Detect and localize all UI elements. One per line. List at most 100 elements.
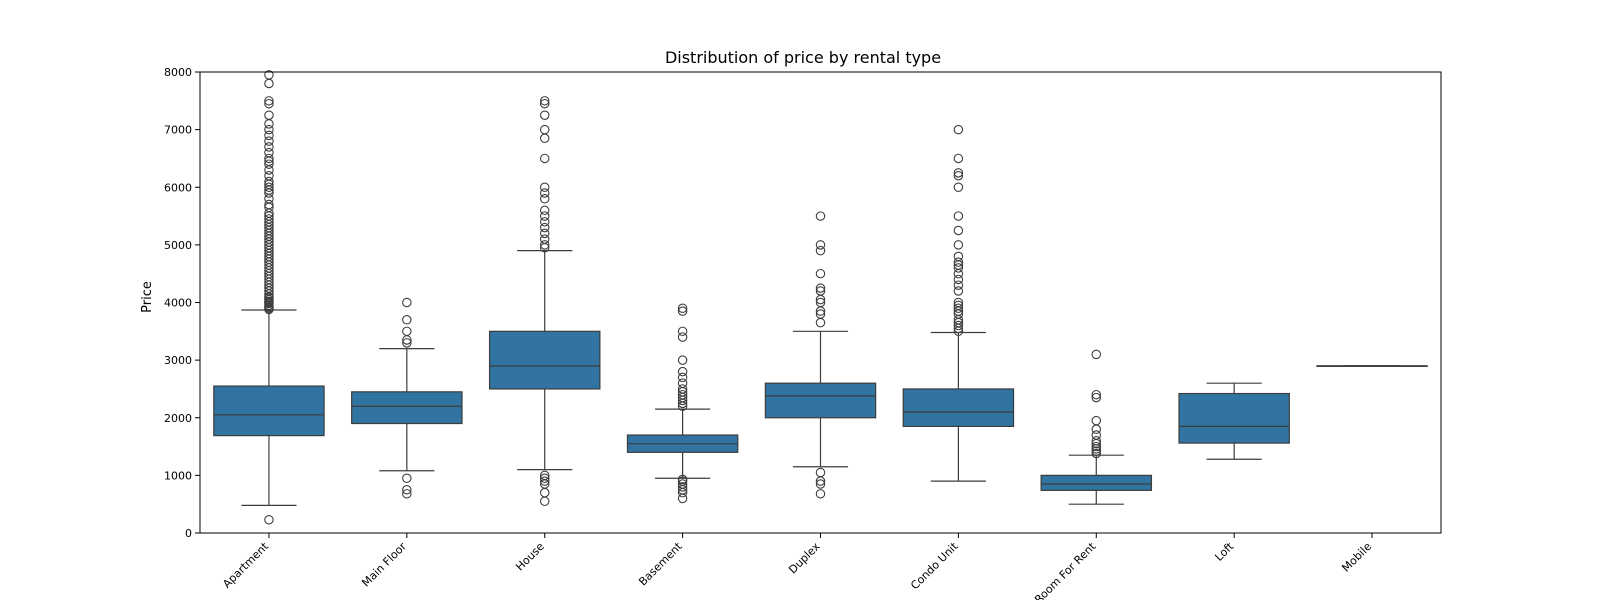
outlier-point — [539, 133, 550, 144]
outlier-point — [539, 234, 550, 244]
outlier-point — [953, 168, 964, 178]
x-tick-label: House — [513, 540, 547, 574]
y-tick-label: 7000 — [164, 124, 192, 137]
outlier-point — [1091, 430, 1102, 440]
plot-frame — [199, 71, 1442, 534]
outlier-point — [953, 303, 964, 314]
outlier-point — [677, 482, 688, 492]
outlier-point — [539, 222, 550, 233]
outlier-point — [953, 286, 964, 296]
outlier-point — [264, 199, 274, 210]
x-tick-label: Basement — [636, 539, 685, 588]
outlier-point — [677, 303, 688, 314]
y-axis-label: Price — [140, 281, 155, 313]
outlier-point — [264, 70, 274, 80]
outlier-point — [539, 153, 550, 164]
outlier-point — [264, 96, 274, 106]
outlier-point — [539, 188, 550, 198]
outlier-point — [264, 147, 274, 158]
y-tick-label: 8000 — [164, 66, 192, 79]
outlier-point — [953, 225, 964, 236]
outlier-point — [539, 476, 550, 486]
outlier-point — [677, 474, 688, 485]
box-room-for-rent — [1040, 474, 1153, 491]
outlier-point — [539, 96, 550, 106]
outlier-point — [539, 98, 550, 109]
outlier-point — [1091, 424, 1102, 435]
outlier-point — [953, 182, 964, 193]
outlier-point — [264, 514, 274, 525]
outlier-point — [677, 389, 688, 400]
outlier-point — [1091, 349, 1102, 360]
y-tick-label: 0 — [185, 527, 192, 540]
outlier-point — [264, 153, 274, 164]
outlier-point — [539, 110, 550, 120]
y-tick-label: 3000 — [164, 354, 192, 367]
outlier-point — [539, 496, 550, 507]
outlier-point — [815, 268, 826, 279]
outlier-point — [1091, 448, 1102, 459]
outlier-point — [539, 182, 550, 193]
outlier-point — [539, 124, 550, 135]
outlier-point — [677, 366, 688, 377]
outlier-point — [815, 240, 826, 250]
outlier-point — [1091, 446, 1102, 456]
outlier-point — [264, 214, 274, 224]
outlier-point — [677, 355, 688, 365]
outlier-point — [402, 297, 412, 308]
outlier-point — [264, 136, 274, 146]
box-house — [488, 330, 601, 390]
outlier-point — [815, 211, 826, 221]
y-tick-label: 1000 — [164, 469, 192, 482]
outlier-point — [264, 78, 274, 89]
outlier-point — [402, 489, 412, 499]
outlier-point — [815, 286, 826, 296]
box-apartment — [213, 385, 325, 437]
outlier-point — [953, 251, 964, 262]
outlier-point — [264, 124, 274, 135]
outlier-point — [539, 194, 550, 204]
outlier-point — [953, 300, 964, 311]
outlier-point — [264, 159, 274, 169]
outlier-point — [264, 176, 274, 187]
outlier-point — [953, 257, 964, 267]
outlier-point — [815, 297, 826, 308]
outlier-point — [953, 153, 964, 164]
outlier-point — [1091, 392, 1102, 403]
outlier-point — [953, 274, 964, 285]
outlier-point — [264, 110, 274, 120]
outlier-point — [953, 280, 964, 290]
x-tick-label: Main Floor — [359, 540, 409, 590]
outlier-point — [815, 245, 826, 256]
box-loft — [1178, 392, 1290, 444]
outlier-point — [1091, 441, 1102, 452]
outlier-point — [402, 315, 412, 325]
y-tick-label: 4000 — [164, 297, 192, 310]
outlier-point — [677, 372, 688, 383]
x-tick-label: Condo Unit — [908, 539, 961, 592]
outlier-point — [953, 170, 964, 181]
outlier-point — [1091, 436, 1102, 446]
x-tick-label: Mobile — [1339, 540, 1374, 575]
y-tick-label: 5000 — [164, 239, 192, 252]
outlier-point — [264, 130, 274, 141]
chart-title: Distribution of price by rental type — [665, 48, 941, 67]
outlier-point — [539, 473, 550, 484]
outlier-point — [815, 479, 826, 489]
outlier-point — [815, 467, 826, 478]
outlier-point — [402, 326, 412, 337]
outlier-point — [539, 205, 550, 216]
outlier-point — [539, 470, 550, 481]
outlier-point — [539, 228, 550, 239]
box-duplex — [764, 382, 877, 419]
outlier-point — [402, 485, 412, 495]
outlier-point — [953, 124, 964, 135]
outlier-point — [953, 240, 964, 250]
plot-area: 0 1000 2000 3000 4000 5000 6000 7000 8000 Apartme… — [164, 66, 1442, 600]
outlier-point — [815, 283, 826, 293]
outlier-point — [677, 332, 688, 342]
outlier-point — [677, 384, 688, 394]
outlier-point — [677, 378, 688, 388]
outlier-point — [815, 309, 826, 319]
